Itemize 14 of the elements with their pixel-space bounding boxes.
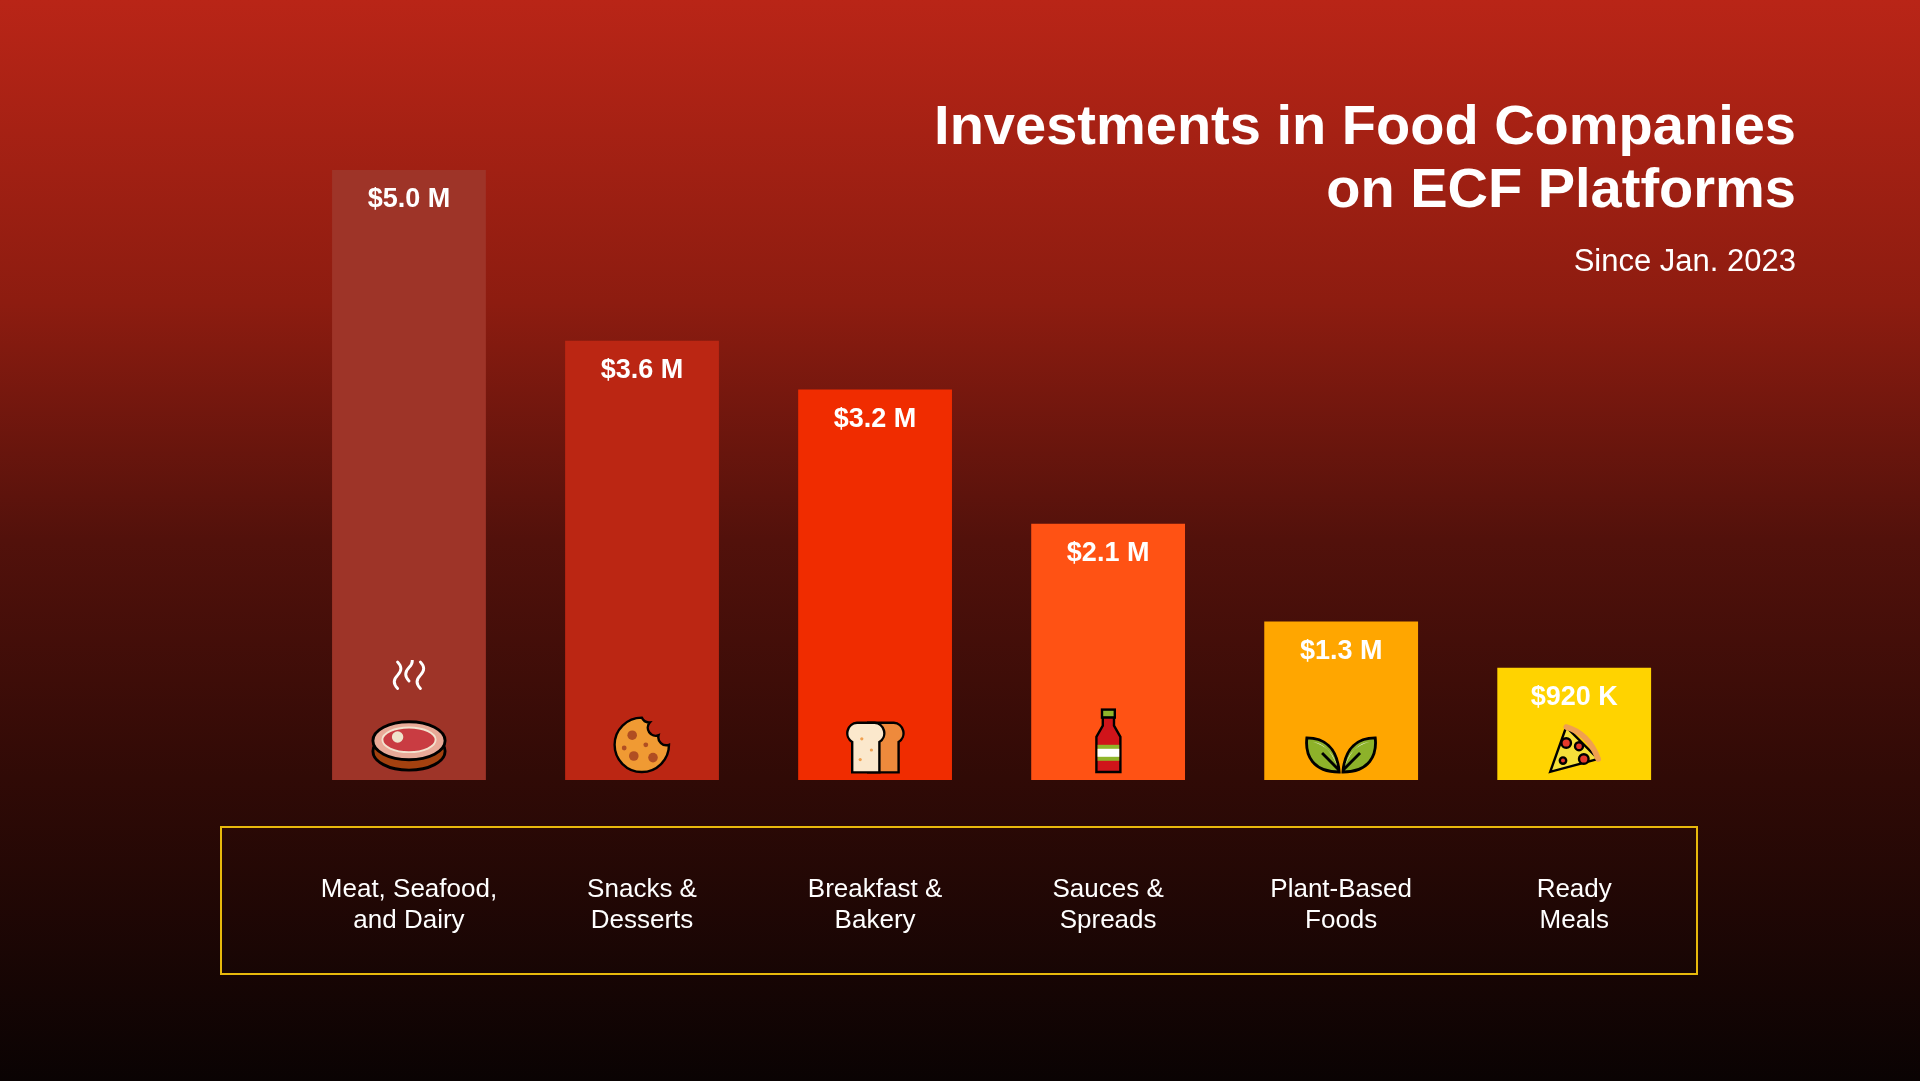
data-label: $5.0 M xyxy=(367,183,451,214)
data-label: $3.2 M xyxy=(833,403,917,434)
data-label: $920 K xyxy=(1530,681,1619,712)
x-tick-label: Plant-Based Foods xyxy=(1270,872,1412,934)
x-tick-label: Ready Meals xyxy=(1536,872,1612,934)
x-tick-label: Breakfast & Bakery xyxy=(807,872,943,934)
data-label: $3.6 M xyxy=(600,354,684,385)
x-tick-label: Snacks & Desserts xyxy=(587,872,697,934)
data-label: $2.1 M xyxy=(1066,537,1150,568)
text: Since Jan. 2023 xyxy=(1573,243,1796,279)
x-tick-label: Meat, Seafood, and Dairy xyxy=(320,872,498,934)
data-label: $1.3 M xyxy=(1299,634,1383,665)
x-tick-label: Sauces & Spreads xyxy=(1052,872,1164,934)
chart-title: Investments in Food Companies on ECF Platforms xyxy=(933,93,1796,219)
